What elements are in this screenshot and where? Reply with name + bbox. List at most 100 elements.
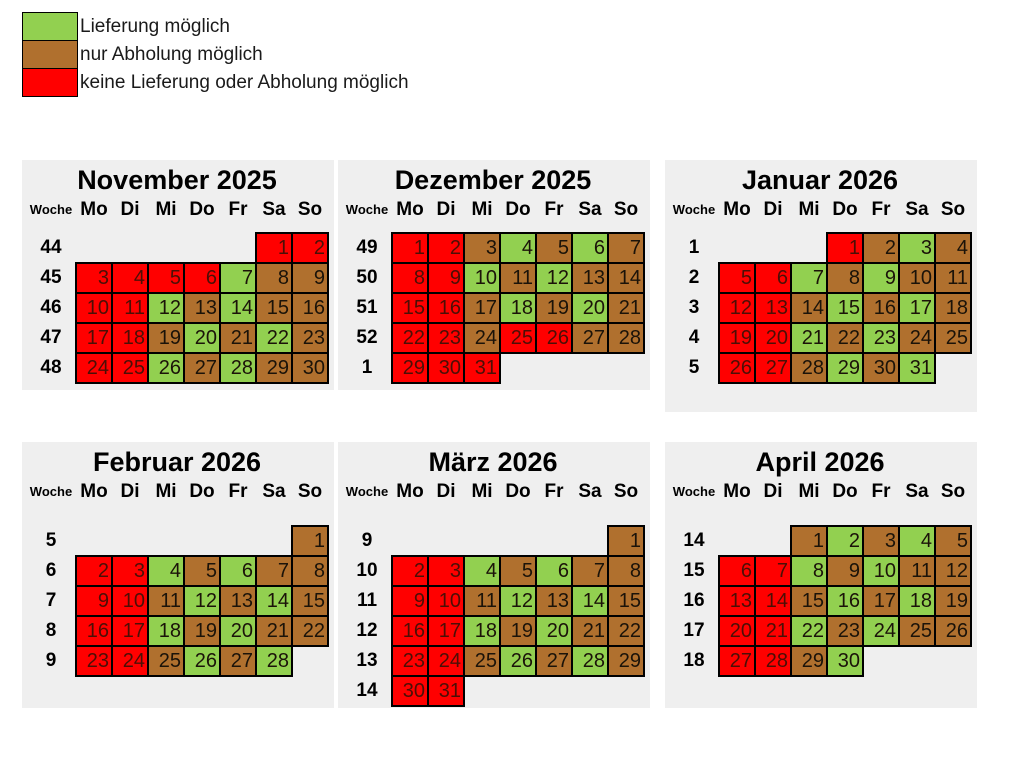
day-cell: 23 (826, 615, 864, 647)
day-cell: 13 (571, 262, 609, 294)
day-cell: 14 (571, 585, 609, 617)
day-cell: 28 (219, 352, 257, 384)
day-cell: 21 (754, 615, 792, 647)
day-header-mo: Mo (80, 199, 108, 220)
day-header-di: Di (436, 481, 456, 502)
week-row: 8 16 17 18 19 20 21 22 (26, 615, 334, 647)
day-cell: 15 (826, 292, 864, 324)
day-empty-cell (500, 353, 536, 383)
day-cell: 23 (391, 645, 429, 677)
day-header-mi: Mi (798, 481, 820, 502)
legend-swatch-pickup-only-icon (22, 40, 78, 69)
week-number: 50 (356, 267, 378, 288)
day-cell: 22 (291, 615, 329, 647)
day-cell: 6 (718, 555, 756, 587)
day-header-di: Di (120, 481, 140, 502)
day-empty-cell (572, 353, 608, 383)
month-panel: November 2025 Woche Mo Di Mi Do Fr Sa So 44 1 2 45 3 4… (22, 160, 334, 390)
day-empty-cell (608, 676, 644, 706)
day-cell: 30 (862, 352, 900, 384)
day-empty-cell (392, 526, 428, 556)
day-cell: 10 (75, 292, 113, 324)
day-cell: 11 (499, 262, 537, 294)
day-empty-cell (536, 526, 572, 556)
day-header-di: Di (120, 199, 140, 220)
day-cell: 15 (607, 585, 645, 617)
day-empty-cell (935, 353, 971, 383)
week-number: 6 (45, 560, 57, 581)
week-column-header: Woche (29, 202, 73, 217)
day-cell: 18 (898, 585, 936, 617)
day-empty-cell (76, 233, 112, 263)
day-cell: 22 (255, 322, 293, 354)
day-cell: 28 (790, 352, 828, 384)
day-cell: 25 (463, 645, 501, 677)
day-cell: 16 (862, 292, 900, 324)
month-panel: April 2026 Woche Mo Di Mi Do Fr Sa So 14 1 2 3 4 5 15 6 7… (665, 442, 977, 708)
day-cell: 9 (391, 585, 429, 617)
day-cell: 11 (934, 262, 972, 294)
week-column-header: Woche (672, 202, 716, 217)
week-row: 49 1 2 3 4 5 6 7 (342, 232, 650, 264)
day-header-sa: Sa (905, 199, 929, 220)
day-empty-cell (536, 353, 572, 383)
week-row: 44 1 2 (26, 232, 334, 264)
day-cell: 12 (718, 292, 756, 324)
day-header-so: So (940, 481, 966, 502)
day-header-mo: Mo (396, 481, 424, 502)
day-header-sa: Sa (262, 199, 286, 220)
day-empty-cell (755, 526, 791, 556)
day-cell: 3 (75, 262, 113, 294)
week-number: 51 (356, 297, 378, 318)
week-row: 45 3 4 5 6 7 8 9 (26, 262, 334, 294)
day-empty-cell (148, 233, 184, 263)
day-header-fr: Fr (544, 199, 564, 220)
day-cell: 27 (718, 645, 756, 677)
day-cell: 17 (111, 615, 149, 647)
day-cell: 20 (535, 615, 573, 647)
day-cell: 21 (255, 615, 293, 647)
day-cell: 6 (754, 262, 792, 294)
week-number: 4 (688, 327, 700, 348)
day-cell: 15 (255, 292, 293, 324)
day-header-do: Do (505, 199, 531, 220)
week-row: 2 5 6 7 8 9 10 11 (669, 262, 977, 294)
week-row: 15 6 7 8 9 10 11 12 (669, 555, 977, 587)
day-cell: 9 (75, 585, 113, 617)
day-header-di: Di (436, 199, 456, 220)
week-number: 10 (356, 560, 378, 581)
day-cell: 26 (718, 352, 756, 384)
day-cell: 26 (183, 645, 221, 677)
day-header-sa: Sa (905, 481, 929, 502)
day-empty-cell (292, 646, 328, 676)
week-row: 3 12 13 14 15 16 17 18 (669, 292, 977, 324)
day-header-so: So (613, 199, 639, 220)
day-cell: 1 (255, 232, 293, 264)
calendar-header-row: Woche Mo Di Mi Do Fr Sa So (669, 480, 977, 504)
day-cell: 22 (391, 322, 429, 354)
day-cell: 2 (862, 232, 900, 264)
day-empty-cell (428, 526, 464, 556)
day-header-fr: Fr (228, 481, 248, 502)
day-cell: 19 (147, 322, 185, 354)
day-cell: 13 (183, 292, 221, 324)
week-number: 52 (356, 327, 378, 348)
day-cell: 15 (291, 585, 329, 617)
day-cell: 10 (898, 262, 936, 294)
day-cell: 1 (391, 232, 429, 264)
day-cell: 7 (571, 555, 609, 587)
day-cell: 24 (463, 322, 501, 354)
legend-item-pickup-only: nur Abholung möglich (22, 40, 409, 69)
day-empty-cell (464, 676, 500, 706)
week-number: 5 (45, 530, 57, 551)
day-empty-cell (755, 233, 791, 263)
day-cell: 19 (499, 615, 537, 647)
day-cell: 22 (607, 615, 645, 647)
day-cell: 25 (934, 322, 972, 354)
day-cell: 5 (934, 525, 972, 557)
week-number: 11 (356, 590, 378, 611)
day-cell: 18 (499, 292, 537, 324)
calendar-header-row: Woche Mo Di Mi Do Fr Sa So (342, 198, 650, 222)
week-row: 46 10 11 12 13 14 15 16 (26, 292, 334, 324)
